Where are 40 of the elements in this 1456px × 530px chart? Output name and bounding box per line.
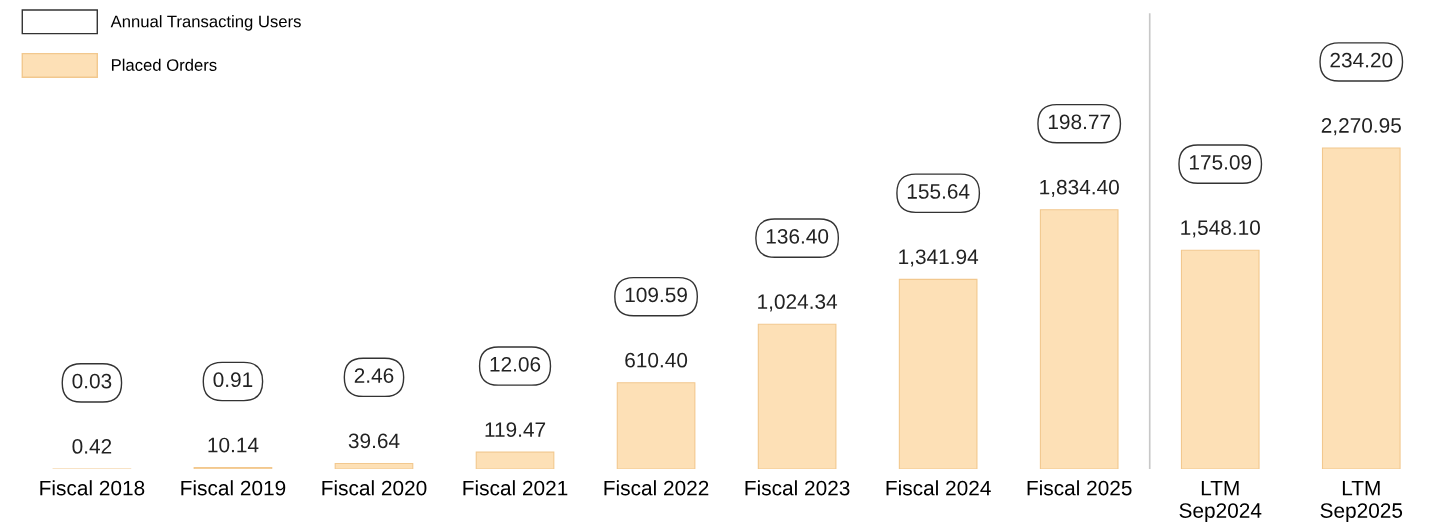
bar — [334, 462, 414, 470]
annotation: 136.40 — [766, 228, 829, 244]
bar — [757, 323, 837, 470]
annotation: 0.91 — [213, 372, 253, 388]
x-tick-label: Fiscal 2025 — [1027, 480, 1132, 496]
x-tick-label: Fiscal 2024 — [886, 480, 991, 496]
legend-label: Placed Orders — [111, 58, 217, 71]
x-tick-label: Fiscal 2018 — [40, 480, 145, 496]
data-label: 610.40 — [625, 352, 688, 368]
x-tick-label: LTM Sep2024 — [1179, 480, 1262, 523]
annotation: 109.59 — [625, 287, 687, 303]
bar — [1180, 249, 1260, 470]
data-label: 39.64 — [348, 433, 400, 449]
data-label: 119.47 — [485, 422, 546, 437]
x-tick-label: LTM Sep2025 — [1320, 480, 1403, 523]
annotation: 155.64 — [907, 184, 970, 199]
bar — [616, 382, 696, 470]
x-tick-label: Fiscal 2021 — [463, 480, 568, 496]
data-label: 1,548.10 — [1181, 220, 1260, 238]
data-label: 0.42 — [72, 439, 112, 454]
annotation: 12.06 — [490, 356, 541, 372]
annotation: 2.46 — [354, 368, 394, 383]
annotation: 175.09 — [1189, 154, 1252, 170]
text: Annual Transacting Users — [110, 15, 301, 31]
x-tick-label: Fiscal 2019 — [181, 480, 286, 496]
text: 234.20 — [1330, 52, 1393, 68]
data-label: 1,834.40 — [1040, 179, 1119, 197]
data-label: 1,341.94 — [899, 249, 979, 267]
annotation: 0.03 — [72, 373, 112, 389]
data-label: 1,024.34 — [758, 294, 838, 312]
x-tick-label: Fiscal 2023 — [745, 480, 850, 496]
x-tick-label: Fiscal 2022 — [604, 480, 709, 496]
bar — [1039, 209, 1119, 470]
data-label: 10.14 — [208, 437, 259, 453]
data-label: 2,270.95 — [1321, 118, 1401, 136]
text: 198.77 — [1048, 114, 1111, 130]
bar — [475, 451, 555, 470]
x-tick-label: Fiscal 2020 — [322, 480, 427, 496]
bar — [898, 278, 978, 470]
bar — [1321, 147, 1401, 470]
